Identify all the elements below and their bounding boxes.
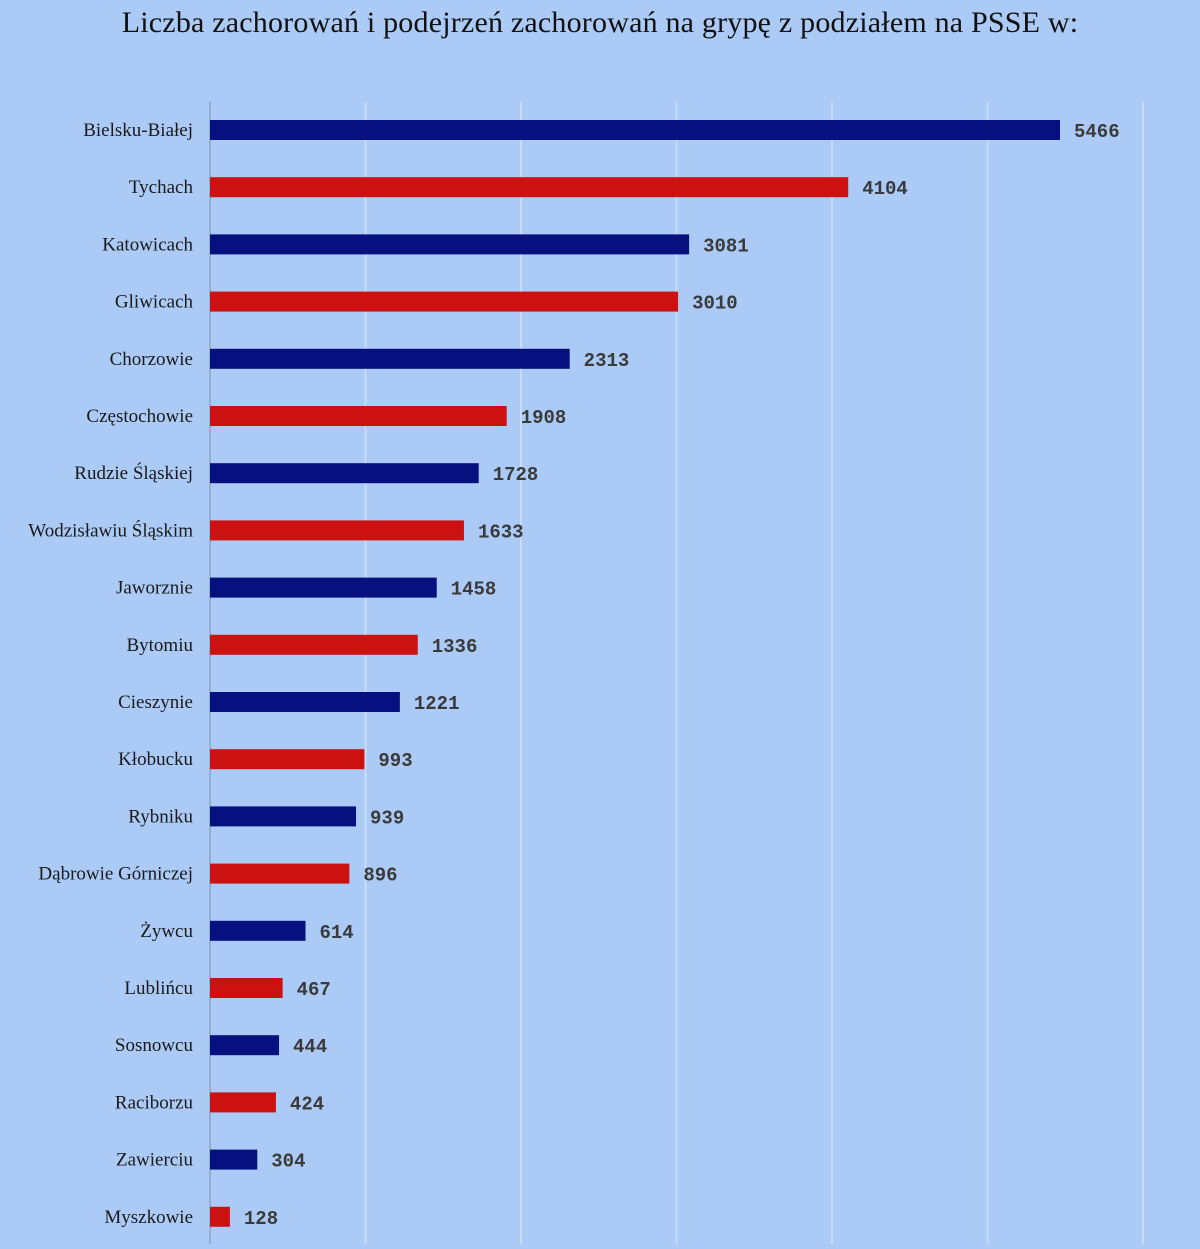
grid-lines bbox=[209, 102, 1145, 1244]
data-label: 1458 bbox=[451, 579, 497, 601]
category-label: Lublińcu bbox=[124, 978, 193, 999]
bar bbox=[210, 863, 350, 884]
data-label: 1221 bbox=[414, 693, 460, 715]
labels: Bielsku-Białej 5466 Tychach 4104 Katowicach 3… bbox=[28, 120, 1119, 1230]
bar bbox=[210, 291, 679, 312]
data-label: 3010 bbox=[692, 293, 738, 315]
data-label: 128 bbox=[244, 1208, 278, 1230]
bar bbox=[210, 348, 570, 369]
category-label: Chorzowie bbox=[110, 349, 193, 370]
category-label: Tychach bbox=[129, 177, 194, 198]
data-label: 3081 bbox=[703, 235, 749, 257]
category-label: Myszkowie bbox=[104, 1207, 193, 1228]
category-label: Kłobucku bbox=[118, 749, 193, 770]
bars bbox=[210, 120, 1060, 1227]
category-label: Cieszynie bbox=[118, 692, 193, 713]
bar bbox=[210, 978, 283, 998]
chart-title: Liczba zachorowań i podejrzeń zachorowań… bbox=[121, 6, 1079, 39]
data-label: 1336 bbox=[432, 636, 478, 658]
data-label: 2313 bbox=[584, 350, 630, 372]
category-label: Zawierciu bbox=[116, 1150, 194, 1171]
data-label: 896 bbox=[363, 865, 397, 887]
data-label: 304 bbox=[271, 1151, 305, 1173]
bar bbox=[210, 406, 507, 426]
category-label: Żywcu bbox=[140, 921, 193, 942]
category-label: Dąbrowie Górniczej bbox=[38, 864, 193, 885]
data-label: 1728 bbox=[493, 464, 539, 486]
data-label: 424 bbox=[290, 1093, 324, 1115]
category-label: Rybniku bbox=[128, 806, 193, 827]
data-label: 1633 bbox=[478, 521, 524, 543]
data-label: 939 bbox=[370, 807, 404, 829]
bar bbox=[210, 520, 464, 541]
bar bbox=[210, 692, 400, 712]
bar bbox=[210, 1035, 280, 1056]
data-label: 4104 bbox=[862, 178, 908, 200]
category-label: Katowicach bbox=[102, 234, 193, 255]
bar bbox=[210, 634, 418, 655]
bar bbox=[210, 463, 479, 484]
category-label: Bytomiu bbox=[126, 635, 193, 656]
data-label: 467 bbox=[297, 979, 331, 1001]
bar bbox=[210, 177, 849, 198]
category-label: Częstochowie bbox=[86, 406, 193, 427]
category-label: Rudzie Śląskiej bbox=[74, 462, 193, 484]
data-label: 1908 bbox=[521, 407, 567, 429]
category-label: Wodzisławiu Śląskim bbox=[28, 519, 193, 541]
category-label: Jaworznie bbox=[116, 578, 193, 599]
bar bbox=[210, 1149, 258, 1170]
category-label: Bielsku-Białej bbox=[83, 120, 193, 141]
bar bbox=[210, 749, 365, 770]
category-label: Raciborzu bbox=[115, 1092, 194, 1113]
bar bbox=[210, 806, 357, 827]
bar bbox=[210, 577, 437, 598]
data-label: 993 bbox=[378, 750, 412, 772]
data-label: 5466 bbox=[1074, 121, 1120, 143]
category-label: Sosnowcu bbox=[115, 1035, 194, 1056]
bar bbox=[210, 1092, 276, 1113]
bar bbox=[210, 1206, 230, 1227]
bar bbox=[210, 920, 306, 941]
bar bbox=[210, 120, 1060, 140]
bar bbox=[210, 234, 690, 255]
data-label: 614 bbox=[319, 922, 353, 944]
category-label: Gliwicach bbox=[115, 292, 194, 313]
data-label: 444 bbox=[293, 1036, 327, 1058]
